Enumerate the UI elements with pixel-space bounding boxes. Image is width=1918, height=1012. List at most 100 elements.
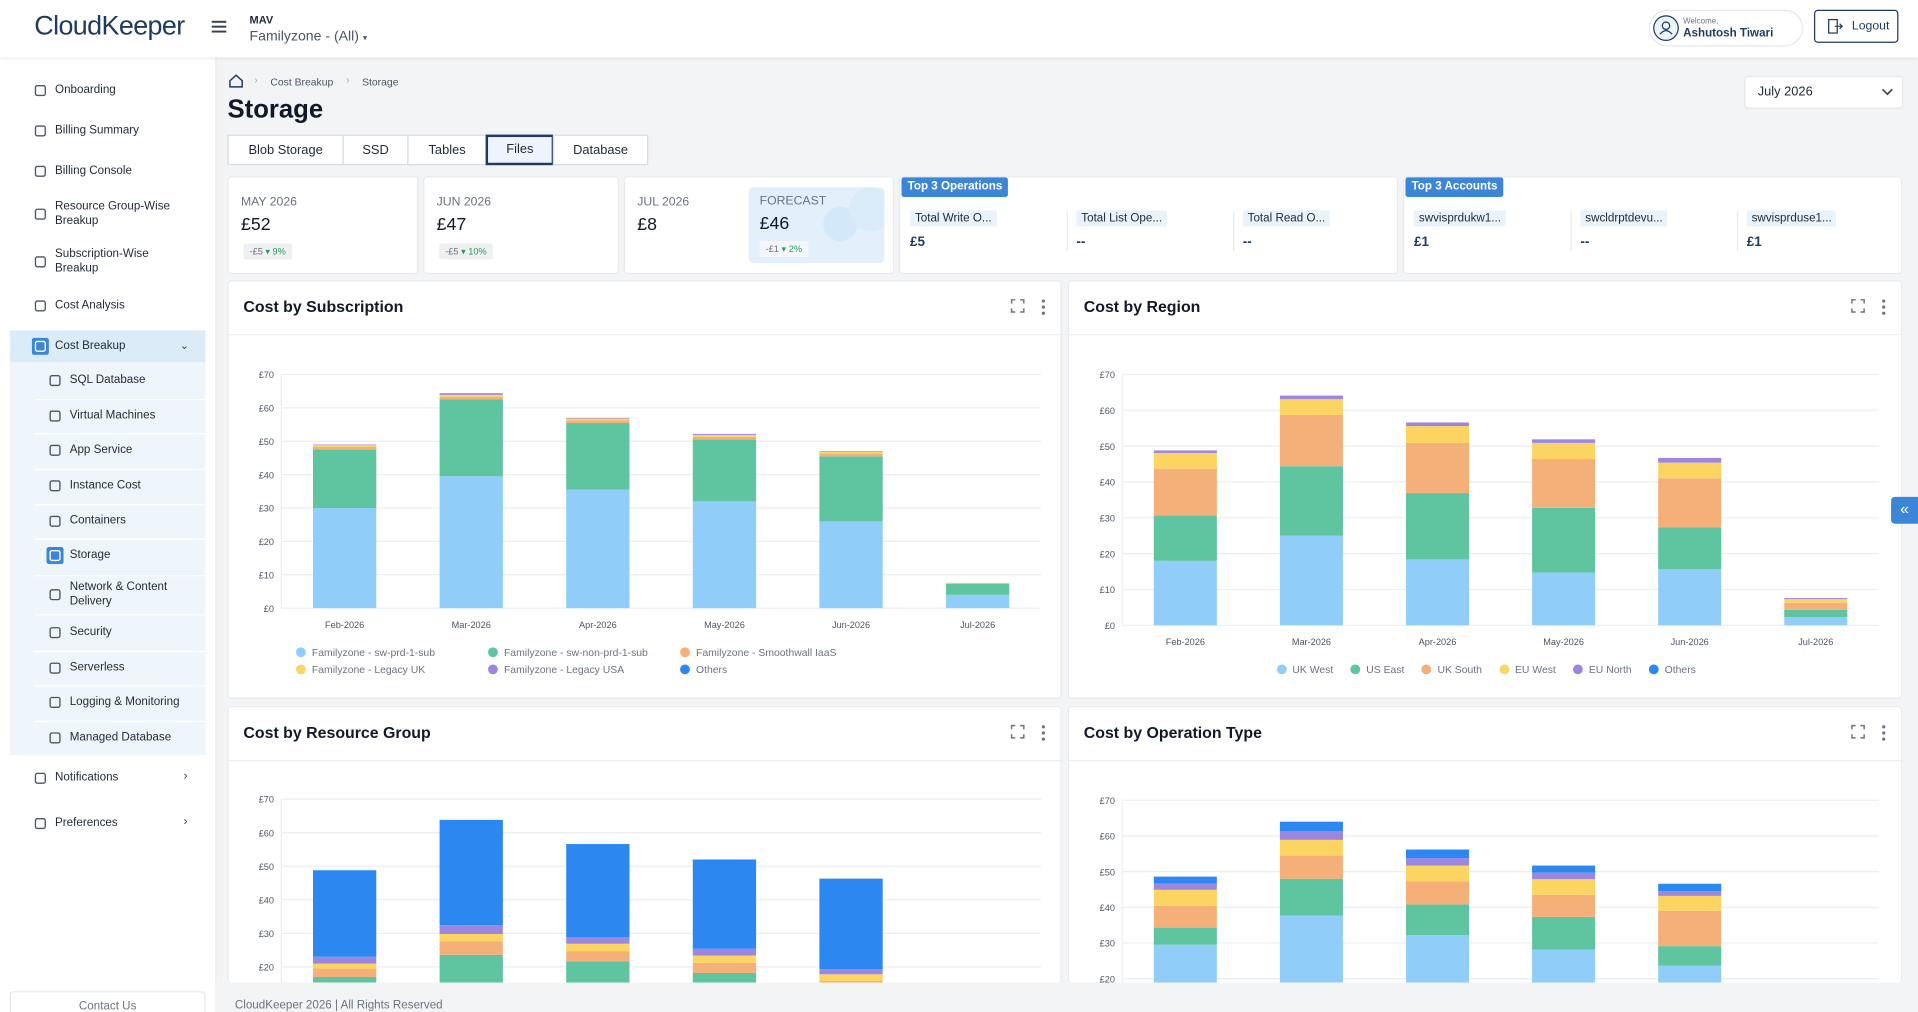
menu-divider	[34, 538, 206, 540]
bar-segment	[439, 394, 503, 397]
menu-item[interactable]: Resource Group-Wise Breakup	[55, 199, 171, 228]
tab-active[interactable]: Files	[485, 134, 555, 166]
legend-item[interactable]: Familyzone - Smoothwall IaaS	[680, 644, 872, 661]
change-amount: -£5	[445, 245, 459, 257]
chart-actions[interactable]	[1849, 297, 1898, 317]
bar-segment	[692, 972, 757, 983]
bar-segment	[566, 937, 630, 944]
bar-segment	[1658, 527, 1722, 570]
menu-icon	[49, 410, 61, 422]
legend-item[interactable]: Others	[1648, 661, 1696, 678]
logout-button[interactable]: Logout	[1814, 9, 1899, 43]
bar-segment	[1658, 891, 1722, 896]
icon-shape	[34, 165, 46, 177]
more-dot[interactable]	[1882, 725, 1886, 729]
more-dot[interactable]	[1041, 737, 1045, 741]
menu-item[interactable]: SQL Database	[69, 373, 146, 387]
legend-item[interactable]: Familyzone - Legacy USA	[488, 661, 680, 678]
expand-icon[interactable]	[1851, 724, 1865, 739]
home-icon[interactable]	[229, 73, 244, 88]
legend-item[interactable]: Familyzone - Legacy UK	[296, 661, 488, 678]
y-tick-label: £60	[1100, 406, 1115, 416]
side-panel-toggle[interactable]: «	[1891, 496, 1918, 524]
chart-title: Cost by Region	[1083, 297, 1201, 316]
month-select[interactable]: July 2026	[1744, 75, 1904, 109]
caret: ▾	[362, 34, 368, 43]
menu-item[interactable]: Preferences	[55, 816, 118, 830]
menu-item[interactable]: Subscription-Wise Breakup	[55, 247, 149, 276]
logo[interactable]: CloudKeeper	[34, 9, 185, 41]
more-dot[interactable]	[1041, 311, 1045, 315]
expand-icon[interactable]	[1010, 299, 1025, 313]
menu-item[interactable]: Containers	[69, 513, 126, 528]
legend-item[interactable]: Familyzone - sw-prd-1-sub	[296, 644, 488, 661]
icon-shape	[49, 732, 61, 744]
tab[interactable]: Database	[552, 134, 649, 166]
contact-button[interactable]: Contact Us	[9, 991, 206, 1012]
menu-icon	[34, 84, 46, 97]
menu-item[interactable]: Network & Content Delivery	[69, 580, 168, 609]
legend-item[interactable]: UK South	[1421, 661, 1482, 678]
menu-item[interactable]: Managed Database	[69, 730, 172, 745]
breadcrumb-item[interactable]: Cost Breakup	[270, 75, 334, 89]
legend-item[interactable]: EU West	[1499, 661, 1556, 678]
top-item-name: Total List Ope...	[1076, 210, 1167, 227]
menu-item[interactable]: Cost Analysis	[55, 298, 125, 313]
menu-item[interactable]: Security	[69, 625, 112, 639]
legend-item[interactable]: Others	[680, 661, 872, 678]
bar-segment	[1532, 572, 1596, 626]
more-dot[interactable]	[1041, 299, 1045, 303]
more-dot[interactable]	[1882, 299, 1886, 303]
more-dot[interactable]	[1882, 731, 1886, 735]
chart-header-divider	[1069, 759, 1901, 762]
menu-icon	[49, 696, 61, 708]
chart-plot: £0 £10 £20 £30 £40 £50 £60 £70 Feb-2026 Mar-2026 A…	[259, 370, 1041, 630]
more-dot[interactable]	[1041, 305, 1045, 309]
chart-actions[interactable]	[1849, 723, 1898, 743]
logout-icon	[1828, 18, 1844, 34]
menu-item[interactable]: Cost Breakup	[55, 338, 126, 353]
menu-item[interactable]: Onboarding	[55, 83, 116, 97]
y-tick-label: £50	[259, 862, 274, 872]
menu-item[interactable]: Storage	[69, 548, 111, 562]
expand-icon[interactable]	[1010, 724, 1025, 739]
change-arrow: ▾	[781, 243, 787, 255]
expand-icon[interactable]	[1851, 299, 1865, 313]
tab[interactable]: Blob Storage	[227, 134, 344, 166]
chart-actions[interactable]	[1009, 297, 1058, 317]
tab[interactable]: Tables	[407, 134, 487, 166]
menu-item[interactable]: Virtual Machines	[69, 408, 156, 423]
more-dot[interactable]	[1882, 305, 1886, 309]
menu-item[interactable]: Logging & Monitoring	[69, 695, 180, 709]
menu-toggle[interactable]	[211, 20, 228, 35]
menu-item[interactable]: Serverless	[69, 660, 125, 675]
icon-shape	[49, 696, 61, 708]
bar-segment	[1279, 878, 1343, 916]
chart-actions[interactable]	[1009, 723, 1058, 743]
legend-item[interactable]: UK West	[1276, 661, 1333, 678]
icon-shape	[34, 84, 46, 97]
more-dot[interactable]	[1041, 731, 1045, 735]
menu-item[interactable]: Instance Cost	[69, 478, 141, 492]
card-badge: Top 3 Accounts	[1405, 177, 1504, 198]
top-item-name: swvisprduse1...	[1746, 210, 1837, 227]
legend-item[interactable]: Familyzone - sw-non-prd-1-sub	[488, 644, 680, 661]
user-box[interactable]: Welcome, Ashutosh Tiwari	[1648, 9, 1803, 47]
tab[interactable]: SSD	[342, 134, 409, 166]
more-dot[interactable]	[1882, 737, 1886, 741]
menu-icon	[49, 480, 61, 492]
menu-item[interactable]: Billing Console	[55, 163, 132, 178]
contact-label: Contact Us	[78, 999, 137, 1012]
menu-item[interactable]: App Service	[69, 442, 133, 457]
chart-plot: £20 £30 £40 £50 £60 £70	[1100, 796, 1879, 983]
y-tick-label: £20	[1100, 549, 1115, 559]
more-dot[interactable]	[1882, 311, 1886, 315]
account-select[interactable]: Familyzone - (All) ▾	[250, 29, 368, 44]
menu-item[interactable]: Billing Summary	[55, 123, 140, 138]
menu-item[interactable]: Notifications	[55, 770, 119, 785]
legend-item[interactable]: EU North	[1572, 661, 1632, 678]
legend-item[interactable]: US East	[1350, 661, 1404, 678]
kpi-change: -£5 ▾ 10%	[439, 243, 493, 260]
more-dot[interactable]	[1041, 725, 1045, 729]
bar-segment	[1658, 910, 1722, 947]
